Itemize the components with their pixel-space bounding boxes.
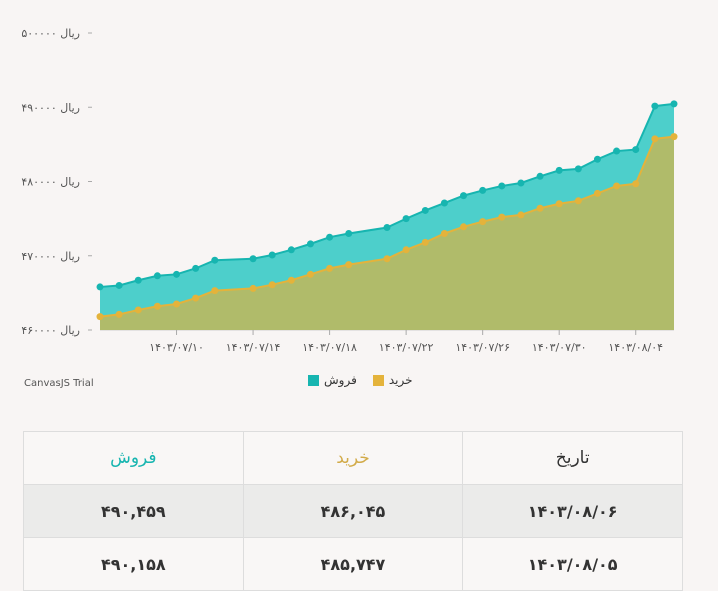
x-tick-label: ۱۴۰۳/۰۷/۲۶	[455, 341, 510, 354]
point-buy	[134, 306, 142, 314]
point-sell	[536, 172, 544, 180]
point-sell	[306, 240, 314, 248]
y-tick-label: ۴۶۰۰۰۰ ریال	[21, 324, 80, 337]
legend-swatch-buy	[372, 374, 384, 386]
point-buy	[670, 133, 678, 141]
point-sell	[211, 256, 219, 264]
cell-sell: ۴۹۰,۴۵۹	[23, 484, 244, 538]
table-row: ۴۹۰,۱۵۸ ۴۸۵,۷۴۷ ۱۴۰۳/۰۸/۰۵	[23, 537, 683, 591]
header-date: تاریخ	[462, 431, 683, 485]
cell-sell: ۴۹۰,۱۵۸	[23, 537, 244, 591]
point-sell	[383, 224, 391, 232]
point-sell	[173, 270, 181, 278]
point-sell	[402, 215, 410, 223]
point-buy	[421, 238, 429, 246]
point-sell	[115, 281, 123, 289]
point-buy	[115, 310, 123, 318]
point-buy	[173, 300, 181, 308]
point-sell	[479, 186, 487, 194]
point-buy	[498, 213, 506, 221]
legend-label-buy: خرید	[388, 373, 413, 387]
x-tick-label: ۱۴۰۳/۰۷/۱۰	[149, 341, 204, 354]
y-tick-label: ۴۹۰۰۰۰ ریال	[21, 101, 80, 114]
legend-item-sell[interactable]: فروش	[308, 373, 357, 387]
cell-date: ۱۴۰۳/۰۸/۰۵	[462, 537, 683, 591]
point-buy	[613, 182, 621, 190]
point-sell	[326, 233, 334, 241]
point-sell	[96, 283, 104, 291]
point-buy	[517, 211, 525, 219]
point-sell	[498, 182, 506, 190]
cell-buy: ۴۸۵,۷۴۷	[242, 537, 464, 591]
table-header-row: فروش خرید تاریخ	[23, 431, 683, 485]
point-sell	[287, 246, 295, 254]
point-buy	[153, 302, 161, 310]
point-buy	[345, 261, 353, 269]
table-row: ۴۹۰,۴۵۹ ۴۸۶,۰۴۵ ۱۴۰۳/۰۸/۰۶	[23, 484, 683, 538]
chart-legend: فروش خرید	[308, 373, 413, 387]
point-buy	[211, 287, 219, 295]
point-buy	[96, 313, 104, 321]
x-tick-label: ۱۴۰۳/۰۷/۱۸	[302, 341, 357, 354]
header-buy: خرید	[242, 431, 464, 485]
point-buy	[479, 218, 487, 226]
point-buy	[402, 246, 410, 254]
x-tick-label: ۱۴۰۳/۰۸/۰۴	[608, 341, 663, 354]
point-sell	[268, 251, 276, 259]
price-table: فروش خرید تاریخ ۴۹۰,۴۵۹ ۴۸۶,۰۴۵ ۱۴۰۳/۰۸/…	[23, 431, 683, 591]
y-tick-label: ۴۸۰۰۰۰ ریال	[21, 176, 80, 189]
point-sell	[593, 155, 601, 163]
point-buy	[383, 255, 391, 263]
point-buy	[192, 294, 200, 302]
point-sell	[153, 272, 161, 280]
point-buy	[249, 284, 257, 292]
point-buy	[536, 204, 544, 212]
point-sell	[249, 255, 257, 263]
point-buy	[574, 197, 582, 205]
point-sell	[670, 100, 678, 108]
point-buy	[306, 270, 314, 278]
point-sell	[421, 206, 429, 214]
legend-label-sell: فروش	[324, 373, 357, 387]
area-buy	[100, 136, 674, 330]
y-tick-label: ۴۷۰۰۰۰ ریال	[21, 250, 80, 263]
point-buy	[287, 276, 295, 284]
point-sell	[345, 229, 353, 237]
point-sell	[574, 165, 582, 173]
y-tick-label: ۵۰۰۰۰۰ ریال	[21, 27, 80, 40]
x-tick-label: ۱۴۰۳/۰۷/۳۰	[532, 341, 587, 354]
point-buy	[593, 189, 601, 197]
canvasjs-trial-credit[interactable]: CanvasJS Trial	[24, 378, 94, 389]
legend-swatch-sell	[308, 374, 319, 386]
cell-date: ۱۴۰۳/۰۸/۰۶	[462, 484, 683, 538]
chart-svg: ۴۶۰۰۰۰ ریال ۴۷۰۰۰۰ ریال ۴۸۰۰۰۰ ریال ۴۹۰۰۰۰ …	[21, 27, 678, 354]
point-buy	[632, 180, 640, 188]
point-sell	[613, 147, 621, 155]
point-buy	[555, 200, 563, 208]
point-buy	[268, 281, 276, 289]
point-sell	[632, 146, 640, 154]
point-sell	[651, 102, 659, 110]
legend-item-buy[interactable]: خرید	[372, 373, 413, 387]
point-buy	[326, 264, 334, 272]
point-sell	[134, 276, 142, 284]
point-sell	[555, 166, 563, 174]
point-sell	[192, 264, 200, 272]
header-sell: فروش	[23, 431, 244, 485]
point-buy	[651, 135, 659, 143]
point-sell	[460, 192, 468, 200]
x-tick-label: ۱۴۰۳/۰۷/۲۲	[379, 341, 434, 354]
point-sell	[440, 199, 448, 207]
price-chart: ۴۶۰۰۰۰ ریال ۴۷۰۰۰۰ ریال ۴۸۰۰۰۰ ریال ۴۹۰۰۰۰ …	[21, 27, 678, 389]
point-buy	[460, 223, 468, 231]
cell-buy: ۴۸۶,۰۴۵	[242, 484, 464, 538]
point-sell	[517, 179, 525, 187]
x-tick-label: ۱۴۰۳/۰۷/۱۴	[226, 341, 281, 354]
point-buy	[440, 229, 448, 237]
